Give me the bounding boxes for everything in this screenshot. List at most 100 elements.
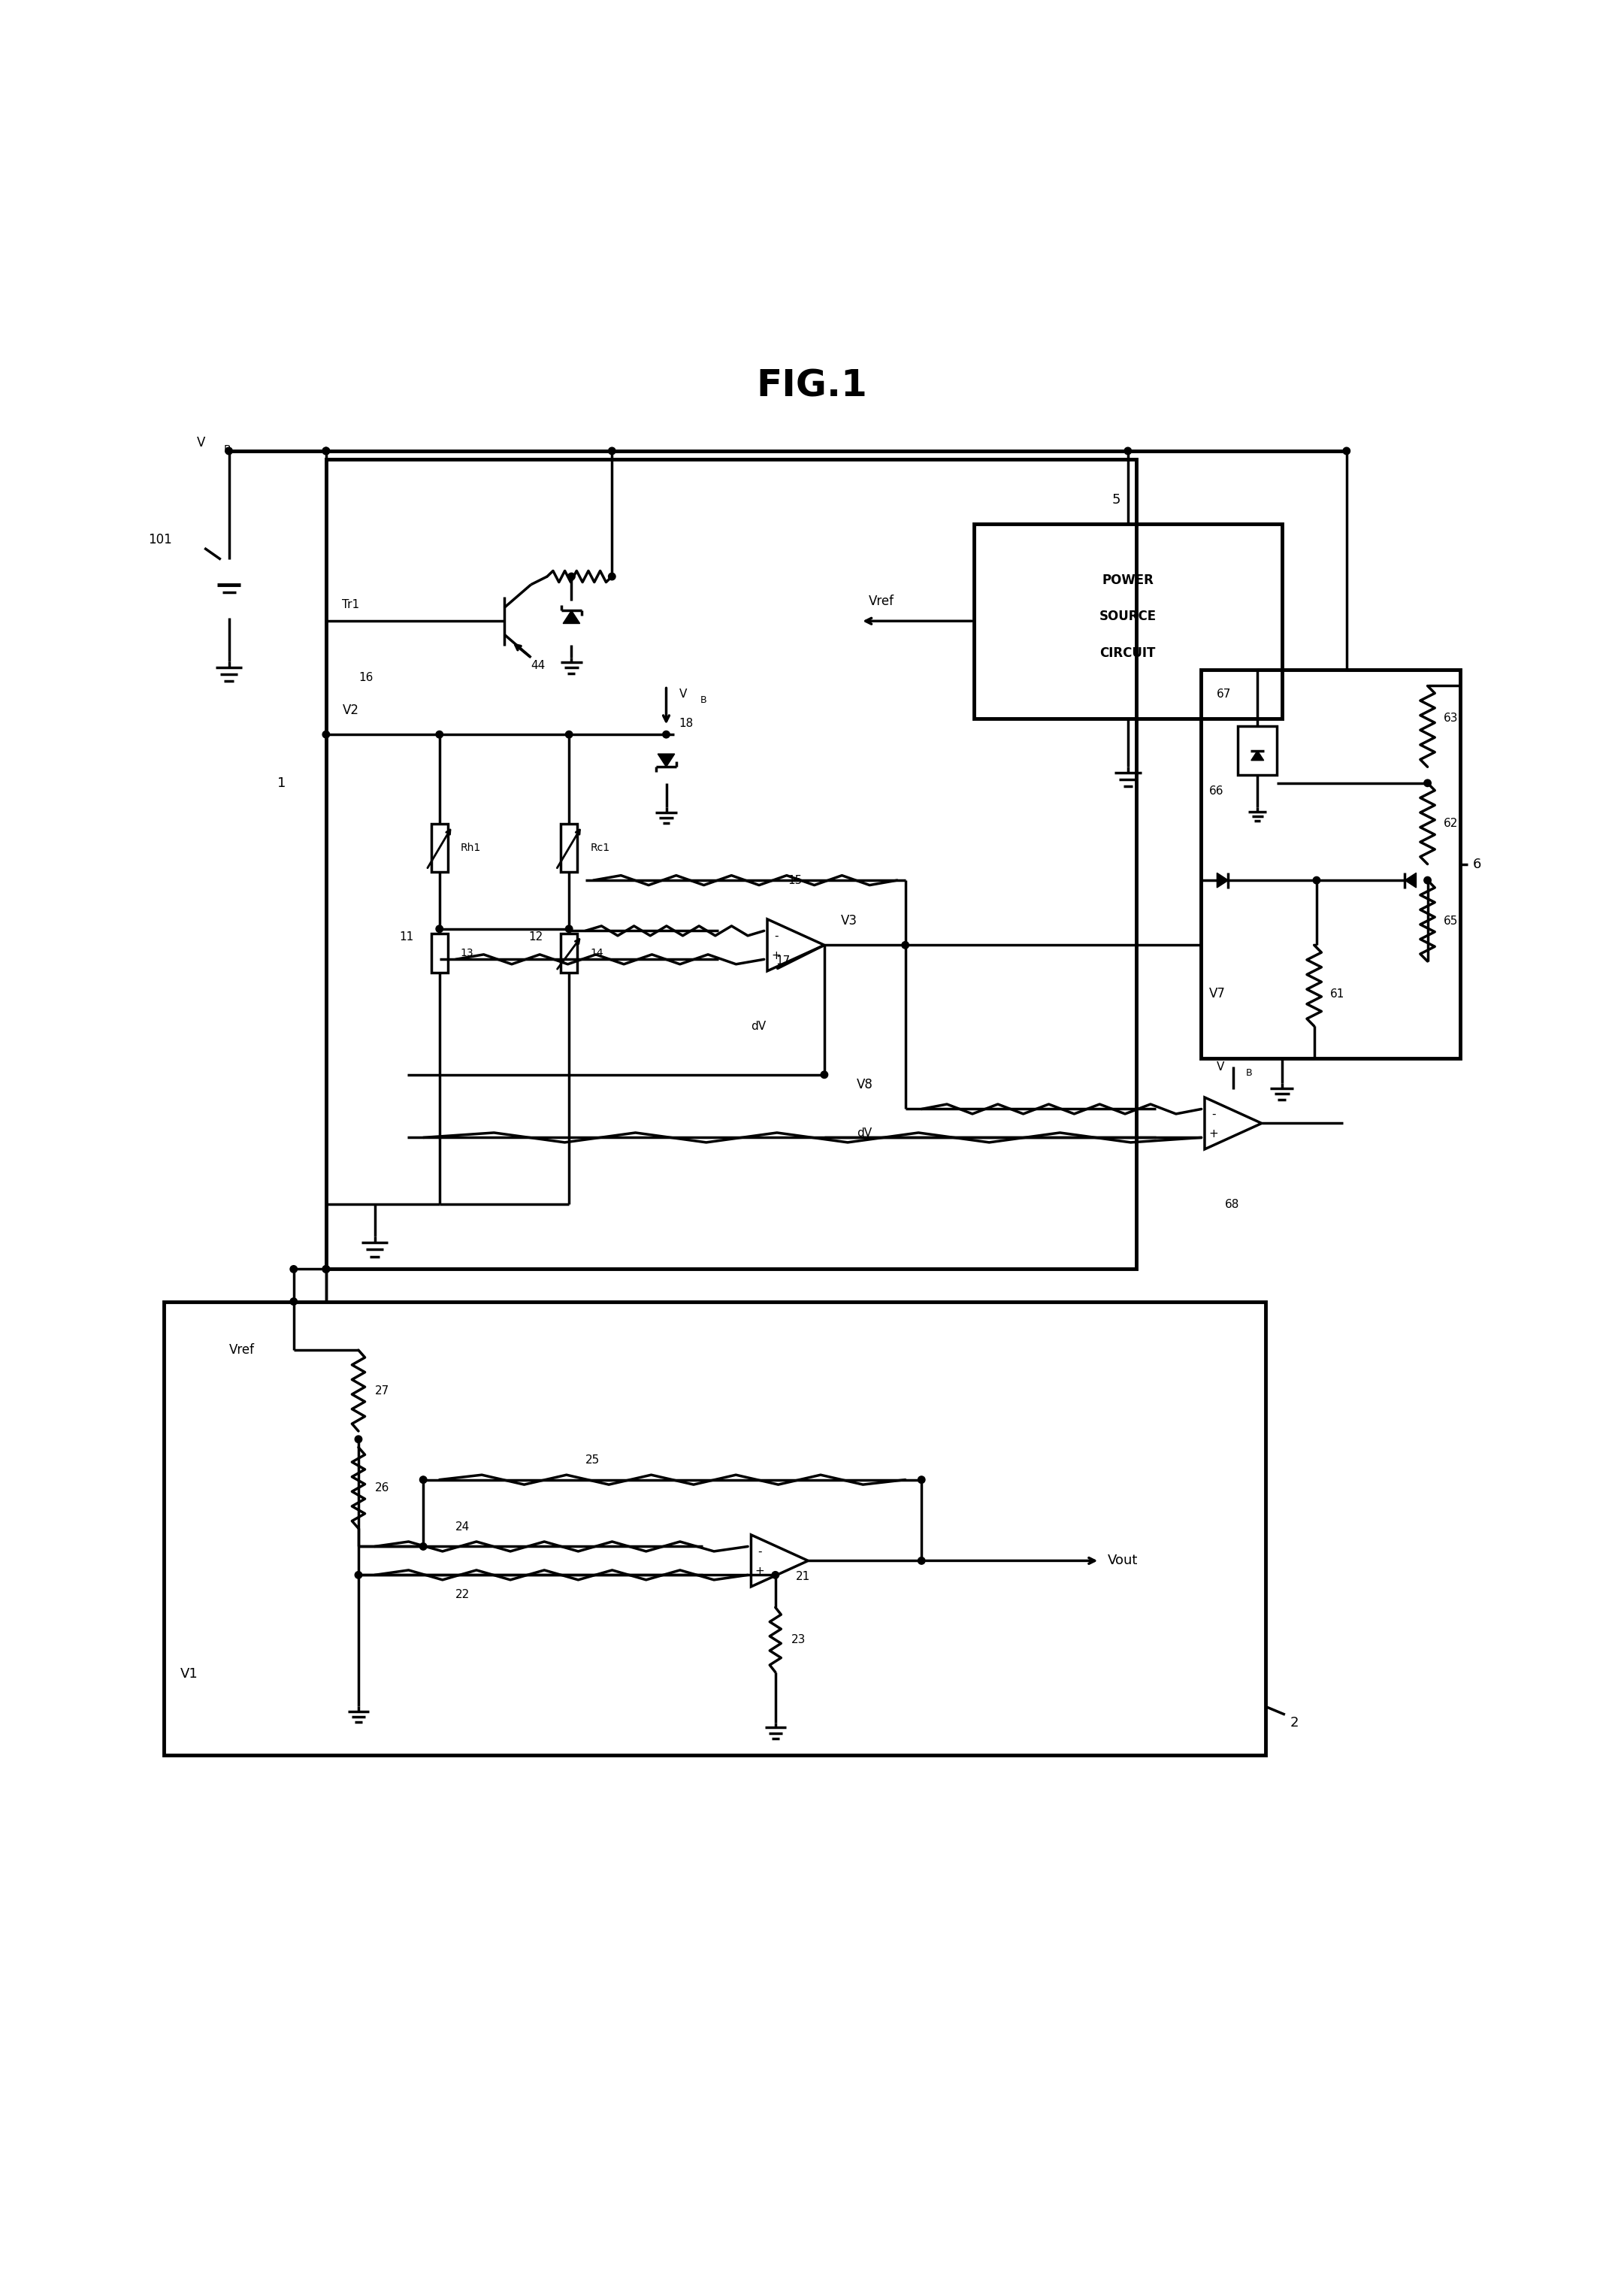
Text: 44: 44 [531,661,546,672]
Text: V: V [197,435,205,449]
Text: 18: 18 [679,718,693,729]
Polygon shape [1405,873,1416,887]
Polygon shape [1216,873,1228,887]
Text: 21: 21 [796,1570,810,1582]
Circle shape [226,447,232,454]
Circle shape [419,1543,427,1550]
Circle shape [419,1477,427,1484]
Text: 62: 62 [1444,818,1458,830]
Text: 27: 27 [375,1386,390,1397]
Circle shape [565,925,573,932]
Circle shape [356,1436,362,1443]
Text: 12: 12 [528,932,542,944]
Bar [432,934,448,973]
Circle shape [291,1299,297,1306]
Circle shape [323,1265,330,1272]
Text: Vout: Vout [1108,1554,1138,1568]
Text: Rh1: Rh1 [461,843,481,852]
Text: CIRCUIT: CIRCUIT [1099,647,1156,661]
Circle shape [609,447,615,454]
Bar [1237,727,1276,775]
Text: +: + [1208,1128,1218,1140]
Circle shape [323,732,330,738]
Circle shape [1343,447,1350,454]
Text: 61: 61 [1330,989,1345,998]
Circle shape [1314,877,1320,884]
Circle shape [918,1477,926,1484]
Circle shape [323,447,330,454]
Bar [164,1301,1265,1755]
Circle shape [356,1573,362,1579]
Bar [560,823,577,873]
Circle shape [568,572,575,581]
Circle shape [663,732,669,738]
Bar [560,934,577,973]
Text: 11: 11 [400,932,414,944]
Text: POWER: POWER [1103,574,1153,588]
Circle shape [435,925,443,932]
Circle shape [291,1265,297,1272]
Text: Vref: Vref [229,1342,255,1356]
Text: -: - [775,930,778,941]
Text: 26: 26 [375,1481,390,1493]
Text: +: + [755,1566,765,1577]
Text: B: B [224,444,231,454]
Text: 16: 16 [359,672,374,684]
Circle shape [918,1557,926,1563]
Text: 15: 15 [788,875,802,887]
Circle shape [323,1265,330,1272]
Text: 67: 67 [1216,688,1231,700]
Text: V1: V1 [180,1668,198,1682]
Text: Tr1: Tr1 [343,599,359,611]
Circle shape [1424,877,1431,884]
Text: 66: 66 [1208,786,1223,798]
Circle shape [435,732,443,738]
Text: V8: V8 [857,1078,874,1092]
Circle shape [1424,779,1431,786]
Text: 68: 68 [1224,1199,1239,1210]
Bar [1200,670,1460,1057]
Circle shape [901,941,909,948]
Text: Rc1: Rc1 [590,843,609,852]
Bar [432,823,448,873]
Text: 2: 2 [1289,1716,1299,1730]
Text: dV: dV [857,1128,872,1140]
Text: 23: 23 [791,1634,806,1645]
Text: 63: 63 [1444,713,1458,725]
Text: 65: 65 [1444,916,1458,928]
Text: Vref: Vref [869,595,895,608]
Text: +: + [771,950,781,962]
Bar [326,458,1135,1269]
Circle shape [323,447,330,454]
Circle shape [1124,447,1132,454]
Text: 101: 101 [148,533,172,547]
Text: 24: 24 [456,1522,469,1534]
Text: 5: 5 [1112,492,1121,506]
Text: V: V [679,688,687,700]
Text: 25: 25 [585,1454,599,1465]
Text: B: B [700,695,706,704]
Text: V2: V2 [343,704,359,718]
Text: SOURCE: SOURCE [1099,608,1156,622]
Text: V7: V7 [1208,987,1224,1000]
Text: 13: 13 [461,948,474,959]
Circle shape [771,1573,780,1579]
Text: 6: 6 [1473,857,1481,871]
Bar [974,524,1281,718]
Text: V: V [1216,1062,1224,1071]
Text: 14: 14 [590,948,604,959]
Circle shape [820,1071,828,1078]
Polygon shape [564,611,580,624]
Text: -: - [758,1545,762,1557]
Text: 22: 22 [456,1588,469,1600]
Text: V3: V3 [841,914,857,928]
Polygon shape [658,754,674,766]
Text: FIG.1: FIG.1 [757,369,867,403]
Text: 17: 17 [776,955,791,966]
Text: -: - [1212,1108,1215,1119]
Circle shape [565,732,573,738]
Text: dV: dV [750,1021,767,1032]
Circle shape [609,572,615,581]
Text: B: B [1246,1069,1252,1078]
Polygon shape [1250,750,1263,761]
